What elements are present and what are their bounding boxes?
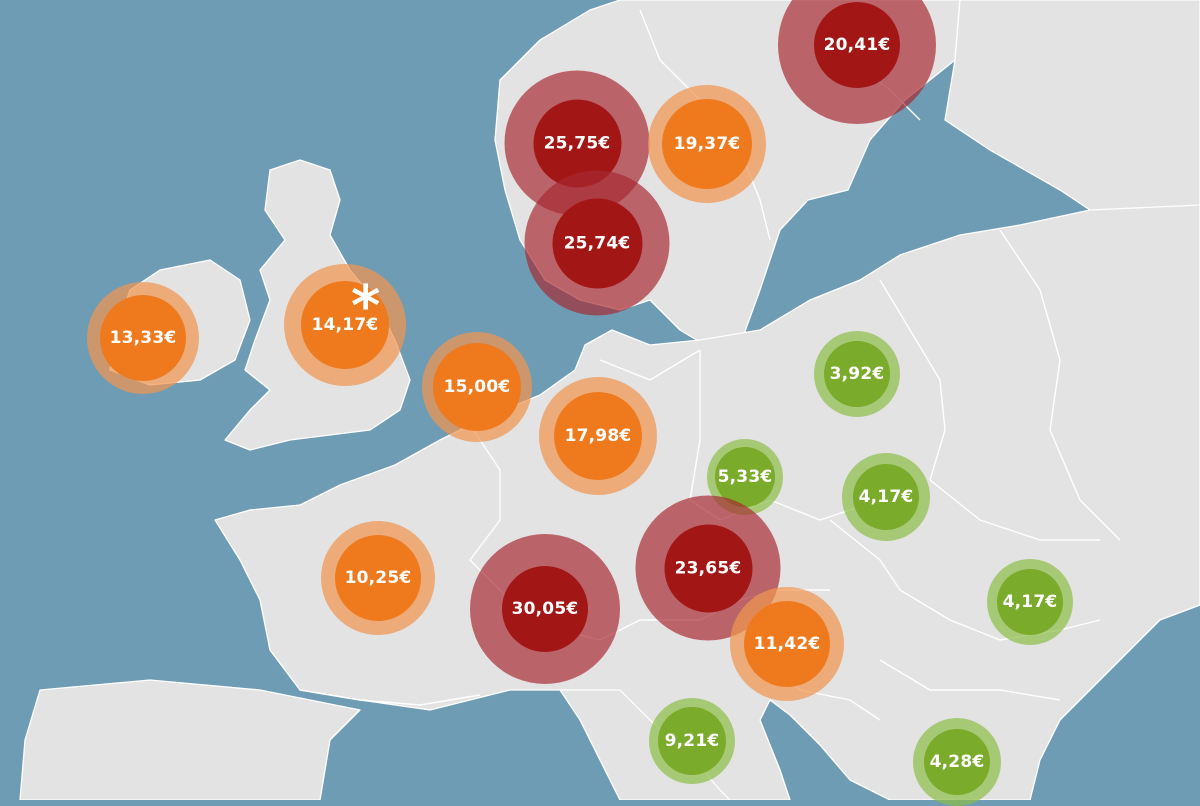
border-line	[999, 229, 1121, 541]
price-marker-core: 9,21€	[658, 707, 726, 775]
border-line	[599, 349, 701, 381]
price-label: 25,74€	[563, 233, 631, 253]
price-marker-core: 4,17€	[997, 569, 1063, 635]
price-label: 4,17€	[858, 487, 914, 507]
price-marker-italy: 9,21€	[649, 698, 735, 784]
price-marker-germany: 17,98€	[539, 377, 657, 495]
price-marker-poland: 3,92€	[814, 331, 900, 417]
price-marker-core: 23,65€	[664, 524, 752, 612]
border-line	[929, 479, 1100, 541]
border-line	[299, 689, 481, 706]
price-label: 20,41€	[823, 35, 891, 55]
price-marker-slovenia: 11,42€	[730, 587, 844, 701]
land-iberia	[19, 679, 361, 800]
price-label: 4,28€	[929, 752, 985, 772]
price-label: 13,33€	[109, 328, 177, 348]
price-marker-sweden: 19,37€	[648, 85, 766, 203]
asterisk-note: *	[351, 274, 381, 339]
price-marker-core: 11,42€	[744, 601, 830, 687]
price-label: 23,65€	[674, 558, 742, 578]
price-marker-finland: 20,41€	[778, 0, 936, 124]
price-label: 14,17€	[311, 315, 379, 335]
price-marker-ireland: 13,33€	[87, 282, 199, 394]
price-label: 4,17€	[1002, 592, 1058, 612]
price-marker-slovakia: 4,17€	[842, 453, 930, 541]
price-marker-core: 13,33€	[100, 295, 186, 381]
price-marker-core: 25,74€	[552, 198, 642, 288]
price-label: 17,98€	[564, 426, 632, 446]
price-marker-core: 17,98€	[554, 392, 642, 480]
price-marker-core: 4,28€	[924, 729, 990, 795]
price-marker-switzerland: 30,05€	[470, 534, 620, 684]
price-marker-core: 20,41€	[814, 2, 900, 88]
price-marker-core: 3,92€	[824, 341, 890, 407]
price-label: 10,25€	[344, 568, 412, 588]
price-label: 11,42€	[753, 634, 821, 654]
price-label: 3,92€	[829, 364, 885, 384]
price-label: 15,00€	[443, 377, 511, 397]
price-marker-core: 14,17€	[301, 281, 389, 369]
border-line	[879, 659, 1061, 701]
price-marker-bulgaria: 4,28€	[913, 718, 1001, 806]
price-label: 25,75€	[543, 133, 611, 153]
price-label: 30,05€	[511, 599, 579, 619]
price-label: 9,21€	[664, 731, 720, 751]
price-marker-austria: 23,65€	[635, 495, 781, 641]
border-line	[879, 279, 946, 481]
price-marker-romania: 4,17€	[987, 559, 1073, 645]
price-marker-core: 30,05€	[502, 566, 588, 652]
price-marker-core: 15,00€	[433, 343, 521, 431]
price-marker-core: 4,17€	[853, 464, 919, 530]
price-marker-united-kingdom: 14,17€	[284, 264, 406, 386]
price-marker-core: 19,37€	[662, 99, 752, 189]
price-marker-denmark: 25,74€	[524, 170, 670, 316]
price-marker-netherlands: 15,00€	[422, 332, 532, 442]
price-marker-france: 10,25€	[321, 521, 435, 635]
price-label: 19,37€	[673, 134, 741, 154]
land-finland	[944, 0, 1200, 231]
price-label: 5,33€	[717, 467, 773, 487]
price-marker-core: 10,25€	[335, 535, 421, 621]
